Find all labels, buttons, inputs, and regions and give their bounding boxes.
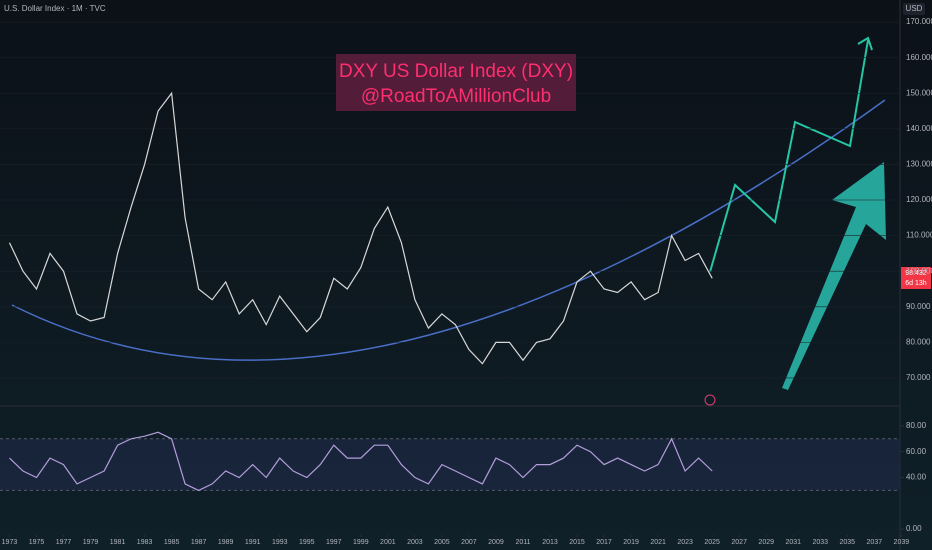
title-box bbox=[336, 54, 576, 111]
x-tick-label: 2035 bbox=[840, 539, 856, 546]
last-price: 98.432 bbox=[905, 270, 927, 277]
rsi-line bbox=[9, 431, 713, 492]
currency: USD bbox=[906, 4, 923, 13]
x-tick-label: 2027 bbox=[731, 539, 747, 546]
y-tick-label: 70.000 bbox=[906, 373, 931, 382]
header: U.S. Dollar Index · 1M · TVC bbox=[4, 4, 106, 13]
x-tick-label: 1977 bbox=[56, 539, 72, 546]
event-icon bbox=[704, 394, 716, 406]
currency-box bbox=[903, 3, 925, 15]
x-tick-label: 2007 bbox=[461, 539, 477, 546]
rsi-tick-label: 40.00 bbox=[906, 473, 927, 482]
y-tick-label: 80.000 bbox=[906, 337, 931, 346]
big-arrow bbox=[782, 162, 886, 390]
projection-arrowhead bbox=[857, 36, 873, 51]
rsi-tick-label: 80.00 bbox=[906, 421, 927, 430]
y-tick-label: 170.000 bbox=[906, 17, 932, 26]
x-tick-label: 2021 bbox=[650, 539, 666, 546]
y-tick-label: 160.000 bbox=[906, 53, 932, 62]
x-tick-label: 2003 bbox=[407, 539, 423, 546]
rsi-tick-label: 60.00 bbox=[906, 447, 927, 456]
title: DXY US Dollar Index (DXY) bbox=[339, 61, 573, 82]
countdown: 6d 13h bbox=[905, 280, 927, 287]
x-tick-label: 2033 bbox=[812, 539, 828, 546]
rsi-tick-label: 0.00 bbox=[906, 524, 922, 533]
x-tick-label: 2017 bbox=[596, 539, 612, 546]
x-tick-label: 2031 bbox=[785, 539, 801, 546]
price-line bbox=[8, 91, 713, 365]
trend-curve bbox=[11, 99, 886, 361]
x-tick-label: 2015 bbox=[569, 539, 585, 546]
x-tick-label: 2023 bbox=[677, 539, 693, 546]
x-tick-label: 2005 bbox=[434, 539, 450, 546]
x-tick-label: 1999 bbox=[353, 539, 369, 546]
y-tick-label: 110.000 bbox=[906, 231, 932, 240]
y-tick-label: 120.000 bbox=[906, 195, 932, 204]
x-tick-label: 1973 bbox=[2, 539, 18, 546]
x-tick-label: 2019 bbox=[623, 539, 639, 546]
x-tick-label: 1975 bbox=[29, 539, 45, 546]
x-tick-label: 1983 bbox=[137, 539, 153, 546]
y-tick-label: 140.000 bbox=[906, 124, 932, 133]
subtitle: @RoadToAMillionClub bbox=[361, 86, 551, 107]
x-tick-label: 1997 bbox=[326, 539, 342, 546]
x-tick-label: 2011 bbox=[515, 539, 530, 546]
y-tick-label: 130.000 bbox=[906, 160, 932, 169]
x-tick-label: 2013 bbox=[542, 539, 558, 546]
x-tick-label: 2009 bbox=[488, 539, 504, 546]
x-tick-label: 2039 bbox=[894, 539, 910, 546]
x-tick-label: 2029 bbox=[758, 539, 774, 546]
x-tick-label: 1991 bbox=[245, 539, 261, 546]
x-tick-label: 1985 bbox=[164, 539, 180, 546]
x-tick-label: 1995 bbox=[299, 539, 315, 546]
price-tag bbox=[901, 267, 931, 289]
y-tick-label: 150.000 bbox=[906, 88, 932, 97]
y-tick-label: 100.000 bbox=[906, 266, 932, 275]
x-tick-label: 1979 bbox=[83, 539, 99, 546]
x-tick-label: 1987 bbox=[191, 539, 207, 546]
projection-zigzag bbox=[709, 39, 869, 273]
y-tick-label: 90.000 bbox=[906, 302, 931, 311]
x-tick-label: 1989 bbox=[218, 539, 234, 546]
x-tick-label: 2001 bbox=[380, 539, 396, 546]
x-tick-label: 2037 bbox=[867, 539, 883, 546]
x-tick-label: 1981 bbox=[110, 539, 126, 546]
x-tick-label: 2025 bbox=[704, 539, 720, 546]
rsi-band bbox=[0, 438, 900, 491]
x-tick-label: 1993 bbox=[272, 539, 288, 546]
